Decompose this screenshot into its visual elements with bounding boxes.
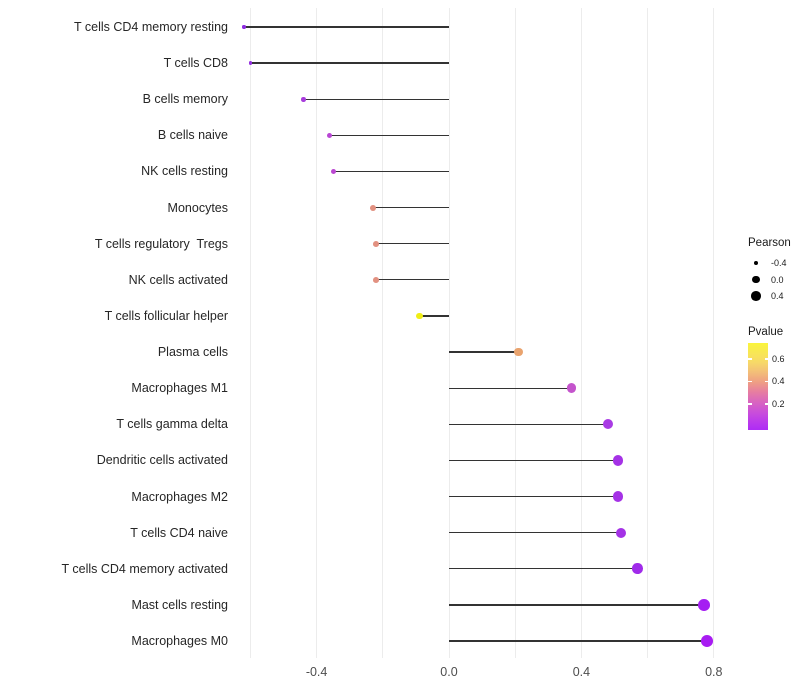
lollipop-stem <box>372 206 449 209</box>
row-label: T cells follicular helper <box>104 308 228 323</box>
row-label: Monocytes <box>167 200 228 215</box>
colorbar-tick <box>764 403 768 405</box>
lollipop-dot <box>632 563 643 575</box>
legend-size-label: 0.4 <box>771 291 784 301</box>
lollipop-dot <box>514 347 523 357</box>
lollipop-stem <box>376 279 449 281</box>
legend-pvalue-tick-label: 0.4 <box>772 376 785 387</box>
lollipop-stem <box>250 62 449 64</box>
lollipop-dot <box>301 96 306 102</box>
legend-pearson-title: Pearson <box>748 237 791 249</box>
row-label: Dendritic cells activated <box>96 453 228 468</box>
legend-size-dot <box>753 260 759 266</box>
lollipop-dot <box>602 419 613 430</box>
row-label: Mast cells resting <box>131 597 228 612</box>
x-tick-label: 0.4 <box>572 665 591 679</box>
lollipop-dot <box>612 491 623 502</box>
lollipop-stem <box>449 532 622 534</box>
row-label: T cells regulatory Tregs <box>94 236 228 251</box>
lollipop-stem <box>449 423 608 425</box>
legend-size-label: -0.4 <box>771 258 787 268</box>
lollipop-stem <box>449 387 572 389</box>
lollipop-stem <box>243 26 449 28</box>
lollipop-dot <box>612 455 623 466</box>
row-label: T cells CD4 memory activated <box>61 561 229 576</box>
lollipop-dot <box>701 635 714 647</box>
lollipop-dot <box>330 168 336 175</box>
lollipop-dot <box>242 25 246 29</box>
gridline-x <box>249 8 251 658</box>
row-label: T cells gamma delta <box>116 417 228 432</box>
gridline-x <box>316 8 318 658</box>
lollipop-dot <box>373 276 380 283</box>
legend-size-label: 0.0 <box>771 274 784 285</box>
legend-pvalue-tick-label: 0.6 <box>772 354 785 364</box>
row-label: Plasma cells <box>157 345 228 360</box>
row-label: NK cells activated <box>128 272 228 287</box>
x-tick-label: 0.0 <box>440 665 458 679</box>
legend-pvalue-tick-label: 0.2 <box>772 398 785 409</box>
pvalue-colorbar <box>748 343 768 430</box>
lollipop-stem <box>333 170 449 173</box>
row-label: NK cells resting <box>141 164 228 179</box>
lollipop-stem <box>376 243 449 245</box>
lollipop-dot <box>369 204 376 211</box>
lollipop-stem <box>303 98 449 100</box>
lollipop-dot <box>566 383 577 393</box>
row-label: B cells memory <box>142 92 228 107</box>
legend-size-dot <box>752 275 760 284</box>
row-label: B cells naive <box>157 128 228 143</box>
lollipop-stem <box>449 640 708 642</box>
gridline-x <box>448 8 450 658</box>
legend-pvalue-title: Pvalue <box>748 326 784 338</box>
gridline-x <box>647 8 649 658</box>
lollipop-stem <box>449 568 638 570</box>
colorbar-tick <box>764 358 768 360</box>
lollipop-stem <box>449 351 519 353</box>
row-label: T cells CD4 memory resting <box>74 20 228 34</box>
x-tick-label: -0.4 <box>305 665 328 679</box>
lollipop-stem <box>449 459 618 462</box>
lollipop-stem <box>449 604 704 606</box>
colorbar-tick <box>748 358 752 360</box>
lollipop-dot <box>327 132 333 138</box>
lollipop-dot <box>373 240 380 247</box>
lollipop-dot <box>415 312 423 320</box>
lollipop-dot <box>615 527 627 538</box>
row-label: Macrophages M1 <box>131 381 228 396</box>
gridline-x <box>713 8 715 658</box>
colorbar-tick <box>748 380 752 383</box>
lollipop-stem <box>329 134 449 136</box>
lollipop-dot <box>697 599 710 611</box>
legend-size-dot <box>751 291 761 301</box>
gridline-x <box>382 8 384 658</box>
gridline-x <box>514 8 516 658</box>
lollipop-stem <box>449 495 618 498</box>
colorbar-tick <box>748 403 752 405</box>
x-tick-label: 0.8 <box>705 665 723 679</box>
gridline-x <box>580 8 582 658</box>
row-label: Macrophages M2 <box>131 489 228 504</box>
lollipop-dot <box>248 61 253 65</box>
row-label: T cells CD8 <box>163 56 228 71</box>
row-label: T cells CD4 naive <box>130 525 228 540</box>
colorbar-tick <box>764 380 768 383</box>
lollipop-stem <box>419 315 449 317</box>
row-label: Macrophages M0 <box>131 634 228 649</box>
